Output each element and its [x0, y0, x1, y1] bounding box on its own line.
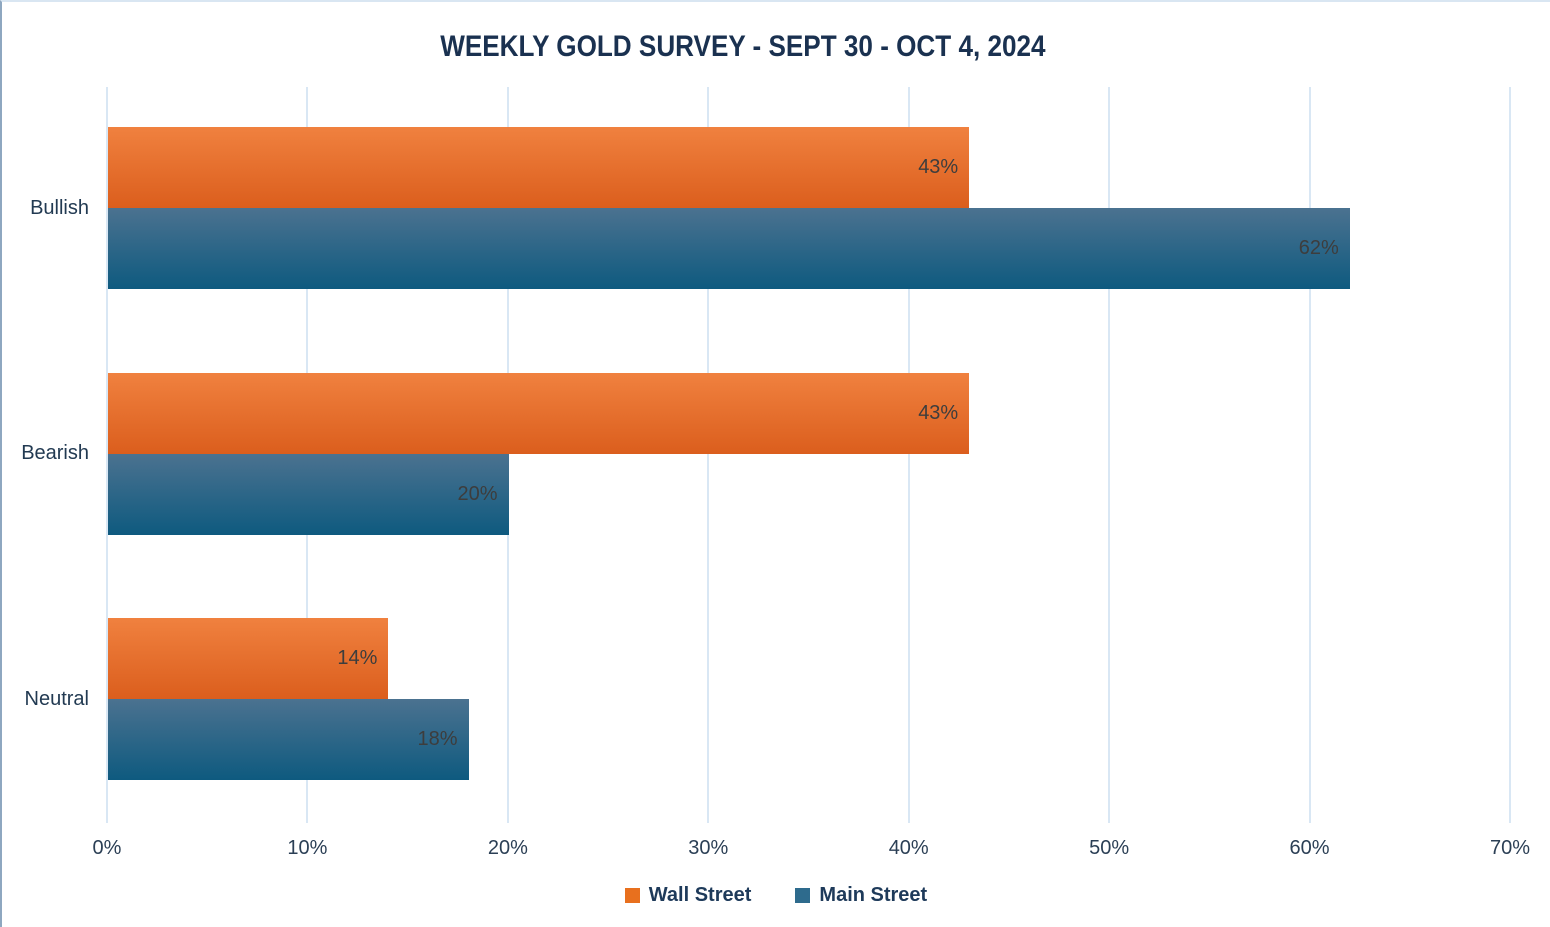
bar-group-bullish: Bullish 43% 62% — [30, 127, 1510, 289]
legend-label-main-street: Main Street — [819, 884, 928, 906]
bar-main-street-neutral: 18% — [108, 699, 469, 780]
legend-item-wall-street: Wall Street — [624, 884, 752, 907]
legend: Wall Street Main Street — [2, 884, 1550, 907]
chart-title-text: WEEKLY GOLD SURVEY - SEPT 30 - OCT 4, 20… — [440, 30, 1046, 63]
x-tick-label-20-: 20% — [487, 837, 528, 859]
category-label-bullish: Bullish — [30, 196, 89, 219]
bar-value-label: 14% — [337, 647, 378, 669]
bar-value-label: 43% — [918, 156, 959, 178]
plot-area: Bullish 43% 62% Bearish 43% 20% Neutral 14% 18% … — [21, 87, 1530, 859]
bar-value-label: 20% — [457, 482, 498, 505]
bar-groups-layer: Bullish 43% 62% Bearish 43% 20% Neutral 14% 18% — [21, 87, 1510, 823]
gridline-0- — [106, 87, 108, 823]
x-tick-label-0-: 0% — [92, 837, 122, 859]
bar-value-label: 62% — [1298, 237, 1339, 259]
bar-value-label: 18% — [417, 728, 458, 750]
x-tick-label-70-: 70% — [1489, 837, 1531, 859]
bar-value-label: 43% — [918, 401, 959, 424]
legend-swatch-icon — [624, 888, 640, 903]
gridline-30- — [707, 87, 710, 823]
x-tick-label-60-: 60% — [1289, 837, 1330, 859]
x-axis: 0% 10% 20% 30% 40% 50% 60% 70% — [93, 823, 1530, 863]
chart-title: WEEKLY GOLD SURVEY - SEPT 30 - OCT 4, 20… — [2, 30, 1484, 64]
category-label-neutral: Neutral — [24, 687, 89, 710]
gridline-40- — [907, 87, 910, 823]
gridline-70- — [1509, 87, 1511, 823]
bar-group-bearish: Bearish 43% 20% — [21, 372, 1510, 535]
x-tick-label-50-: 50% — [1089, 837, 1130, 859]
x-tick-label-40-: 40% — [888, 837, 929, 859]
x-tick-label-10-: 10% — [287, 837, 328, 859]
legend-item-main-street: Main Street — [795, 884, 927, 907]
x-tick-label-30-: 30% — [688, 837, 729, 859]
bar-wall-street-neutral: 14% — [108, 618, 389, 699]
gridline-60- — [1308, 87, 1311, 823]
legend-swatch-icon — [795, 888, 811, 903]
category-label-bearish: Bearish — [21, 442, 89, 464]
bar-group-neutral: Neutral 14% 18% — [25, 618, 1510, 780]
legend-label-wall-street: Wall Street — [648, 884, 752, 906]
bar-main-street-bullish: 62% — [108, 208, 1350, 289]
bar-main-street-bearish: 20% — [108, 453, 509, 535]
bar-wall-street-bearish: 43% — [108, 372, 970, 454]
bar-wall-street-bullish: 43% — [108, 127, 970, 208]
gridline-50- — [1108, 87, 1111, 823]
